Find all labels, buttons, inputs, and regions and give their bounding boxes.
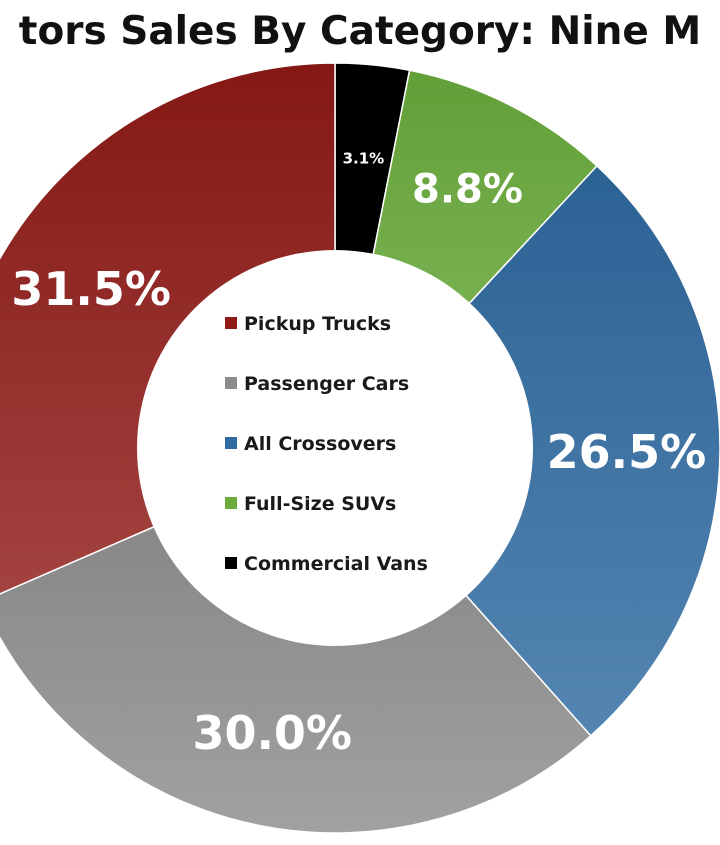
legend-label-all-crossovers: All Crossovers — [244, 433, 396, 455]
data-label-full-size-suvs: 8.8% — [412, 167, 523, 213]
legend-item-all-crossovers: All Crossovers — [225, 433, 396, 455]
chart-title: tors Sales By Category: Nine M — [19, 9, 701, 54]
slices — [0, 62, 720, 834]
legend: Pickup Trucks Passenger Cars All Crossover… — [225, 313, 428, 575]
legend-swatch-passenger-cars — [225, 377, 237, 389]
donut-hole — [137, 250, 533, 646]
legend-label-full-size-suvs: Full-Size SUVs — [244, 493, 396, 515]
data-label-passenger-cars: 30.0% — [192, 706, 352, 760]
legend-swatch-commercial-vans — [225, 557, 237, 569]
legend-swatch-pickup-trucks — [225, 317, 237, 329]
legend-label-commercial-vans: Commercial Vans — [244, 553, 428, 575]
legend-item-full-size-suvs: Full-Size SUVs — [225, 493, 396, 515]
legend-swatch-full-size-suvs — [225, 497, 237, 509]
legend-swatch-all-crossovers — [225, 437, 237, 449]
legend-item-commercial-vans: Commercial Vans — [225, 553, 428, 575]
data-label-all-crossovers: 26.5% — [547, 425, 707, 479]
legend-item-pickup-trucks: Pickup Trucks — [225, 313, 391, 335]
slice-labels: 3.1% 8.8% 26.5% 30.0% 31.5% — [11, 149, 706, 760]
data-label-pickup-trucks: 31.5% — [11, 262, 171, 316]
legend-item-passenger-cars: Passenger Cars — [225, 373, 409, 395]
legend-label-pickup-trucks: Pickup Trucks — [244, 313, 391, 335]
data-label-commercial-vans: 3.1% — [343, 149, 385, 167]
legend-label-passenger-cars: Passenger Cars — [244, 373, 409, 395]
